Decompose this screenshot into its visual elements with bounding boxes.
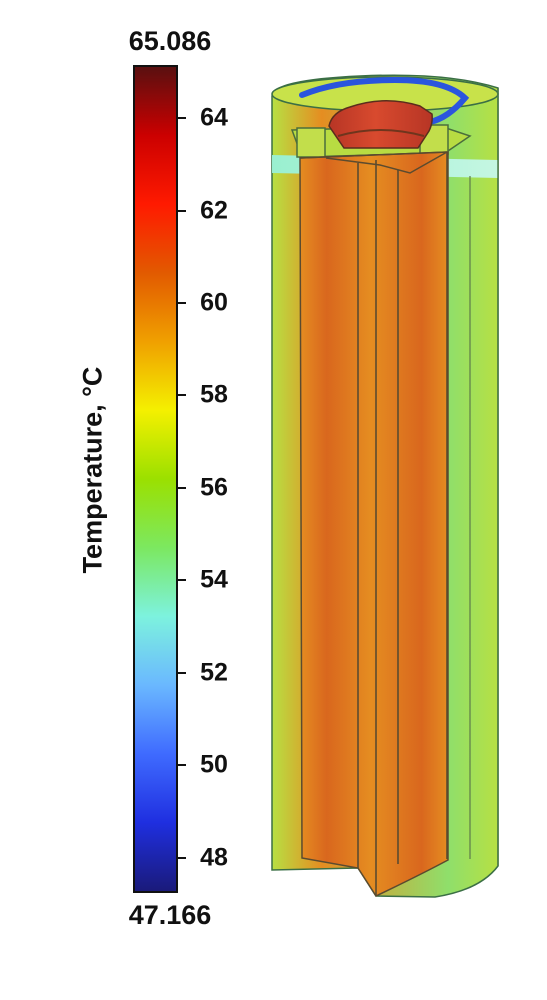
tick-mark-58: [178, 394, 186, 396]
tick-mark-62: [178, 210, 186, 212]
tick-mark-52: [178, 672, 186, 674]
tick-label-52: 52: [200, 658, 228, 687]
temperature-colorbar: [133, 65, 178, 893]
colorbar-max-label: 65.086: [128, 26, 212, 56]
tick-mark-60: [178, 302, 186, 304]
tick-mark-50: [178, 764, 186, 766]
tick-label-64: 64: [200, 103, 228, 132]
colorbar-min-label: 47.166: [128, 900, 212, 930]
tick-label-62: 62: [200, 196, 228, 225]
tick-label-58: 58: [200, 380, 228, 409]
tick-mark-54: [178, 579, 186, 581]
tick-mark-56: [178, 487, 186, 489]
tick-label-50: 50: [200, 750, 228, 779]
tick-mark-64: [178, 117, 186, 119]
tick-label-54: 54: [200, 565, 228, 594]
tick-label-56: 56: [200, 473, 228, 502]
tick-label-48: 48: [200, 843, 228, 872]
tick-mark-48: [178, 857, 186, 859]
tick-label-60: 60: [200, 288, 228, 317]
